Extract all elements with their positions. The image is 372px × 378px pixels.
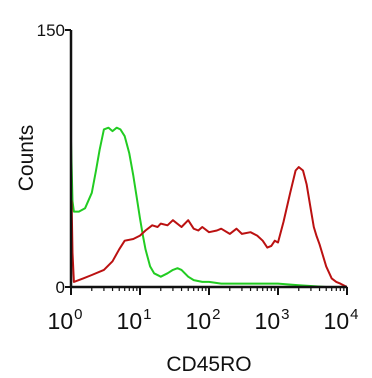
x-tick-exponent: 0: [74, 306, 82, 323]
histogram-series-2: [70, 166, 348, 288]
x-tick-exponent: 2: [212, 306, 220, 323]
x-tick-base: 10: [186, 308, 212, 334]
x-tick-exponent: 4: [350, 306, 358, 323]
x-tick-base: 10: [48, 308, 74, 334]
x-tick-base: 10: [324, 308, 350, 334]
x-tick-base: 10: [117, 308, 143, 334]
x-tick-label: 102: [186, 306, 221, 334]
axes: [69, 30, 347, 289]
y-tick-label: 150: [37, 21, 65, 40]
x-tick-label: 100: [48, 306, 83, 334]
x-tick-label: 104: [324, 306, 359, 334]
x-tick-exponent: 1: [143, 306, 151, 323]
y-axis-title: Counts: [15, 125, 38, 192]
x-tick-label: 103: [255, 306, 290, 334]
x-tick-exponent: 3: [281, 306, 289, 323]
histogram-series-1: [70, 30, 347, 288]
x-tick-base: 10: [255, 308, 281, 334]
y-tick-label: 0: [56, 278, 65, 297]
x-tick-label: 101: [117, 306, 152, 334]
series-layer: [70, 30, 348, 288]
x-axis-title: CD45RO: [166, 353, 251, 376]
